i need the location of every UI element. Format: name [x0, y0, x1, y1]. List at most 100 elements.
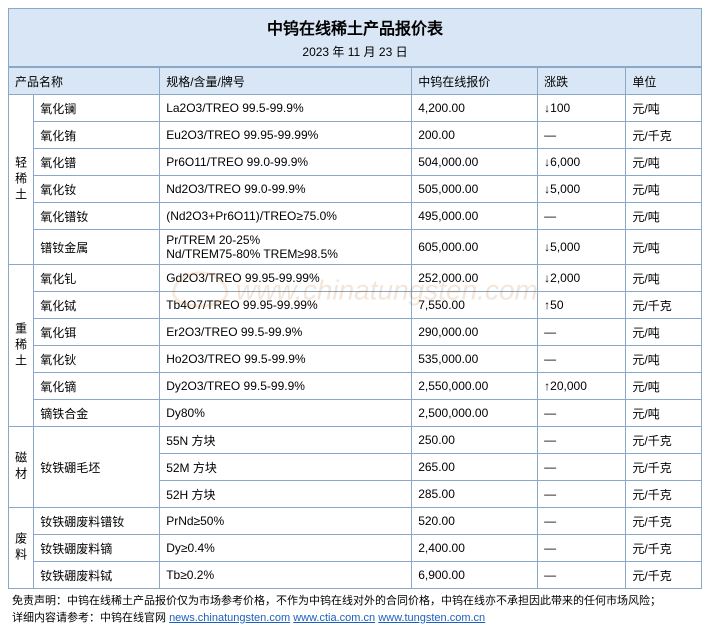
cell-unit: 元/吨: [626, 346, 702, 373]
cell-unit: 元/千克: [626, 292, 702, 319]
cell-change: —: [538, 346, 626, 373]
product-name: 氧化镝: [34, 373, 160, 400]
table-row: 氧化镝Dy2O3/TREO 99.5-99.9%2,550,000.00↑20,…: [9, 373, 702, 400]
cell-price: 265.00: [412, 454, 538, 481]
cell-spec: Eu2O3/TREO 99.95-99.99%: [160, 122, 412, 149]
cell-spec: Gd2O3/TREO 99.95-99.99%: [160, 265, 412, 292]
product-name: 镝铁合金: [34, 400, 160, 427]
cell-price: 495,000.00: [412, 203, 538, 230]
cell-spec: La2O3/TREO 99.5-99.9%: [160, 95, 412, 122]
cell-unit: 元/吨: [626, 265, 702, 292]
product-name: 氧化铽: [34, 292, 160, 319]
cell-price: 2,550,000.00: [412, 373, 538, 400]
table-row: 磁材钕铁硼毛坯55N 方块250.00—元/千克: [9, 427, 702, 454]
disclaimer-link1[interactable]: news.chinatungsten.com: [169, 612, 290, 624]
cell-price: 2,500,000.00: [412, 400, 538, 427]
cell-change: —: [538, 122, 626, 149]
disclaimer-link3[interactable]: www.tungsten.com.cn: [378, 612, 485, 624]
table-row: 轻稀土氧化镧La2O3/TREO 99.5-99.9%4,200.00↓100元…: [9, 95, 702, 122]
header-row: 产品名称 规格/含量/牌号 中钨在线报价 涨跌 单位: [9, 68, 702, 95]
table-row: 重稀土氧化钆Gd2O3/TREO 99.95-99.99%252,000.00↓…: [9, 265, 702, 292]
cell-unit: 元/千克: [626, 122, 702, 149]
cell-price: 285.00: [412, 481, 538, 508]
product-name: 钕铁硼废料镨钕: [34, 508, 160, 535]
cell-spec: 52H 方块: [160, 481, 412, 508]
cell-unit: 元/千克: [626, 481, 702, 508]
cell-change: —: [538, 427, 626, 454]
cell-price: 4,200.00: [412, 95, 538, 122]
table-date: 2023 年 11 月 23 日: [8, 41, 702, 67]
cell-unit: 元/千克: [626, 427, 702, 454]
cell-unit: 元/吨: [626, 373, 702, 400]
table-row: 镝铁合金Dy80%2,500,000.00—元/吨: [9, 400, 702, 427]
product-name: 氧化钕: [34, 176, 160, 203]
cell-spec: Ho2O3/TREO 99.5-99.9%: [160, 346, 412, 373]
cell-spec: Tb≥0.2%: [160, 562, 412, 589]
price-table: 产品名称 规格/含量/牌号 中钨在线报价 涨跌 单位 轻稀土氧化镧La2O3/T…: [8, 67, 702, 589]
cell-change: ↓5,000: [538, 230, 626, 265]
cell-price: 520.00: [412, 508, 538, 535]
cell-unit: 元/千克: [626, 562, 702, 589]
table-row: 氧化钬Ho2O3/TREO 99.5-99.9%535,000.00—元/吨: [9, 346, 702, 373]
cell-price: 2,400.00: [412, 535, 538, 562]
table-row: 废料钕铁硼废料镨钕PrNd≥50%520.00—元/千克: [9, 508, 702, 535]
col-name: 产品名称: [9, 68, 160, 95]
cell-unit: 元/吨: [626, 319, 702, 346]
table-row: 钕铁硼废料铽Tb≥0.2%6,900.00—元/千克: [9, 562, 702, 589]
cell-price: 250.00: [412, 427, 538, 454]
cell-spec: (Nd2O3+Pr6O11)/TREO≥75.0%: [160, 203, 412, 230]
cell-unit: 元/千克: [626, 454, 702, 481]
cell-change: —: [538, 481, 626, 508]
cell-change: —: [538, 454, 626, 481]
cell-unit: 元/吨: [626, 203, 702, 230]
table-row: 镨钕金属Pr/TREM 20-25%Nd/TREM75-80% TREM≥98.…: [9, 230, 702, 265]
cell-change: ↓100: [538, 95, 626, 122]
table-row: 氧化钕Nd2O3/TREO 99.0-99.9%505,000.00↓5,000…: [9, 176, 702, 203]
group-label: 废料: [9, 508, 34, 589]
cell-spec: Tb4O7/TREO 99.95-99.99%: [160, 292, 412, 319]
cell-price: 252,000.00: [412, 265, 538, 292]
cell-unit: 元/千克: [626, 508, 702, 535]
product-name: 氧化铒: [34, 319, 160, 346]
disclaimer: 免责声明：中钨在线稀土产品报价仅为市场参考价格，不作为中钨在线对外的合同价格，中…: [8, 589, 702, 626]
cell-spec: 55N 方块: [160, 427, 412, 454]
table-title: 中钨在线稀土产品报价表: [8, 8, 702, 41]
cell-price: 290,000.00: [412, 319, 538, 346]
disclaimer-line2-prefix: 详细内容请参考：中钨在线官网: [12, 612, 169, 624]
disclaimer-link2[interactable]: www.ctia.com.cn: [293, 612, 375, 624]
cell-change: —: [538, 400, 626, 427]
cell-change: —: [538, 562, 626, 589]
product-name: 氧化钆: [34, 265, 160, 292]
group-label: 轻稀土: [9, 95, 34, 265]
cell-spec: Dy80%: [160, 400, 412, 427]
cell-unit: 元/吨: [626, 230, 702, 265]
cell-change: —: [538, 508, 626, 535]
group-label: 重稀土: [9, 265, 34, 427]
cell-spec: Pr/TREM 20-25%Nd/TREM75-80% TREM≥98.5%: [160, 230, 412, 265]
cell-change: ↓6,000: [538, 149, 626, 176]
product-name: 氧化镧: [34, 95, 160, 122]
cell-change: ↓2,000: [538, 265, 626, 292]
cell-price: 6,900.00: [412, 562, 538, 589]
col-change: 涨跌: [538, 68, 626, 95]
product-name: 氧化铕: [34, 122, 160, 149]
cell-change: —: [538, 203, 626, 230]
table-row: 氧化铽Tb4O7/TREO 99.95-99.99%7,550.00↑50元/千…: [9, 292, 702, 319]
cell-price: 505,000.00: [412, 176, 538, 203]
cell-unit: 元/吨: [626, 400, 702, 427]
cell-unit: 元/吨: [626, 149, 702, 176]
col-spec: 规格/含量/牌号: [160, 68, 412, 95]
product-name: 氧化镨钕: [34, 203, 160, 230]
cell-change: —: [538, 535, 626, 562]
disclaimer-line1: 免责声明：中钨在线稀土产品报价仅为市场参考价格，不作为中钨在线对外的合同价格，中…: [12, 595, 661, 607]
product-name: 钕铁硼毛坯: [34, 427, 160, 508]
cell-spec: Nd2O3/TREO 99.0-99.9%: [160, 176, 412, 203]
table-row: 氧化镨Pr6O11/TREO 99.0-99.9%504,000.00↓6,00…: [9, 149, 702, 176]
cell-change: ↓5,000: [538, 176, 626, 203]
product-name: 钕铁硼废料镝: [34, 535, 160, 562]
product-name: 钕铁硼废料铽: [34, 562, 160, 589]
cell-price: 605,000.00: [412, 230, 538, 265]
cell-change: —: [538, 319, 626, 346]
cell-spec: PrNd≥50%: [160, 508, 412, 535]
cell-spec: Dy2O3/TREO 99.5-99.9%: [160, 373, 412, 400]
